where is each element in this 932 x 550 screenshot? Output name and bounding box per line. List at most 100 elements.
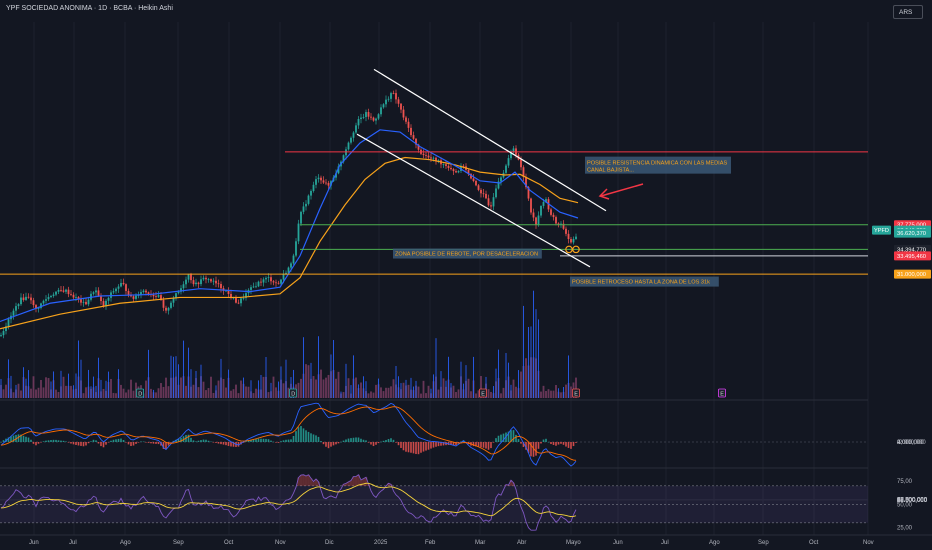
macd-histogram-bar: [140, 441, 142, 442]
candle-body: [450, 167, 452, 170]
volume-bar: [262, 376, 265, 398]
macd-histogram-bar: [85, 442, 87, 446]
macd-tick-label: -2.000,000: [897, 440, 926, 446]
macd-histogram-bar: [155, 442, 157, 444]
price-tick-label: 17.500,000: [897, 498, 928, 504]
macd-histogram-bar: [255, 438, 257, 442]
volume-bar: [515, 386, 517, 398]
candle-body: [67, 289, 70, 295]
macd-histogram-bar: [207, 440, 210, 442]
time-tick-label: Feb: [425, 540, 436, 546]
macd-histogram-bar: [330, 442, 332, 447]
candle-body: [317, 177, 320, 180]
price-tick-label: 57.500,000: [897, 498, 928, 504]
time-tick-label: Oct: [224, 540, 234, 546]
grid-lines: [0, 22, 869, 535]
macd-histogram-bar: [395, 442, 397, 443]
volume-spike: [440, 371, 442, 398]
price-tick-label: 47.500,000: [897, 498, 928, 504]
macd-tick-label: 0,000: [897, 440, 913, 446]
candle-body: [497, 181, 500, 189]
macd-histogram-bar: [485, 442, 487, 449]
price-label-bg: [894, 228, 931, 238]
price-tick-label: 45.000,000: [897, 498, 928, 504]
macd-histogram-bar: [345, 439, 347, 442]
candle-body: [52, 294, 55, 297]
macd-histogram-bar: [357, 437, 360, 442]
volume-spike: [153, 389, 154, 398]
volume-spike: [188, 347, 189, 398]
candle-body: [455, 171, 457, 173]
volume-bar: [157, 388, 160, 398]
candle-body: [140, 292, 142, 296]
volume-bar: [37, 387, 40, 398]
macd-histogram-bar: [422, 442, 425, 452]
time-tick-label: Nov: [275, 540, 286, 546]
volume-spike: [333, 340, 334, 398]
macd-histogram-bar: [537, 442, 540, 449]
volume-bar: [455, 392, 457, 398]
candle-body: [422, 153, 425, 156]
macd-histogram-bar: [227, 442, 230, 446]
time-tick-label: Jul: [69, 540, 77, 546]
volume-bar: [542, 385, 545, 398]
volume-bar: [385, 387, 387, 398]
rsi-overbought-fill: [349, 480, 353, 486]
candle-body: [352, 132, 355, 138]
candle-body: [555, 217, 557, 224]
macd-histogram-bar: [355, 437, 357, 442]
candle-body: [572, 239, 575, 243]
volume-bar: [35, 389, 37, 398]
macd-histogram-bar: [455, 442, 457, 446]
macd-histogram-bar: [272, 441, 275, 443]
volume-bar: [545, 390, 547, 398]
macd-histogram-bar: [247, 440, 250, 442]
candle-body: [427, 155, 430, 158]
macd-histogram-bar: [517, 439, 520, 442]
rsi-overbought-fill: [314, 479, 318, 486]
candle-body: [562, 223, 565, 229]
volume-spike: [495, 368, 497, 398]
volume-bar: [560, 392, 562, 398]
arrow-annotation: [598, 183, 644, 200]
macd-histogram-bar: [347, 438, 350, 442]
volume-spike: [228, 369, 229, 398]
candle-body: [195, 282, 197, 285]
macd-histogram-bar: [197, 440, 200, 442]
volume-bar: [232, 389, 235, 398]
macd-histogram-bar: [62, 440, 65, 442]
annotation-box: [393, 248, 542, 259]
volume-bar: [422, 380, 425, 398]
volume-bar: [5, 384, 7, 398]
candle-body: [510, 151, 512, 159]
macd-histogram-bar: [320, 441, 322, 442]
macd-histogram-bar: [175, 439, 177, 442]
candle-body: [530, 198, 532, 213]
volume-bar: [322, 379, 325, 398]
candle-body: [300, 211, 302, 224]
macd-histogram-bar: [302, 428, 305, 442]
macd-histogram-bar: [250, 439, 252, 442]
candle-body: [550, 209, 552, 215]
volume-spike: [15, 384, 17, 398]
candle-body: [467, 169, 470, 175]
currency-selector[interactable]: ARS: [893, 5, 923, 19]
candle-body: [240, 298, 242, 304]
volume-bar: [500, 393, 502, 398]
candle-body: [117, 286, 120, 289]
macd-histogram-bar: [292, 436, 295, 442]
rsi-overbought-fill: [354, 476, 358, 486]
macd-histogram-bar: [45, 440, 47, 442]
volume-bar: [487, 389, 490, 398]
volume-bar: [425, 393, 427, 398]
volume-spike: [563, 387, 564, 398]
candle-body: [37, 307, 40, 309]
candle-body: [307, 195, 310, 204]
volume-bar: [112, 392, 115, 398]
candle-body: [277, 282, 280, 284]
time-tick-label: Dic: [325, 540, 334, 546]
volume-spike: [148, 349, 149, 398]
volume-bar: [342, 392, 345, 398]
candle-body: [410, 127, 412, 136]
